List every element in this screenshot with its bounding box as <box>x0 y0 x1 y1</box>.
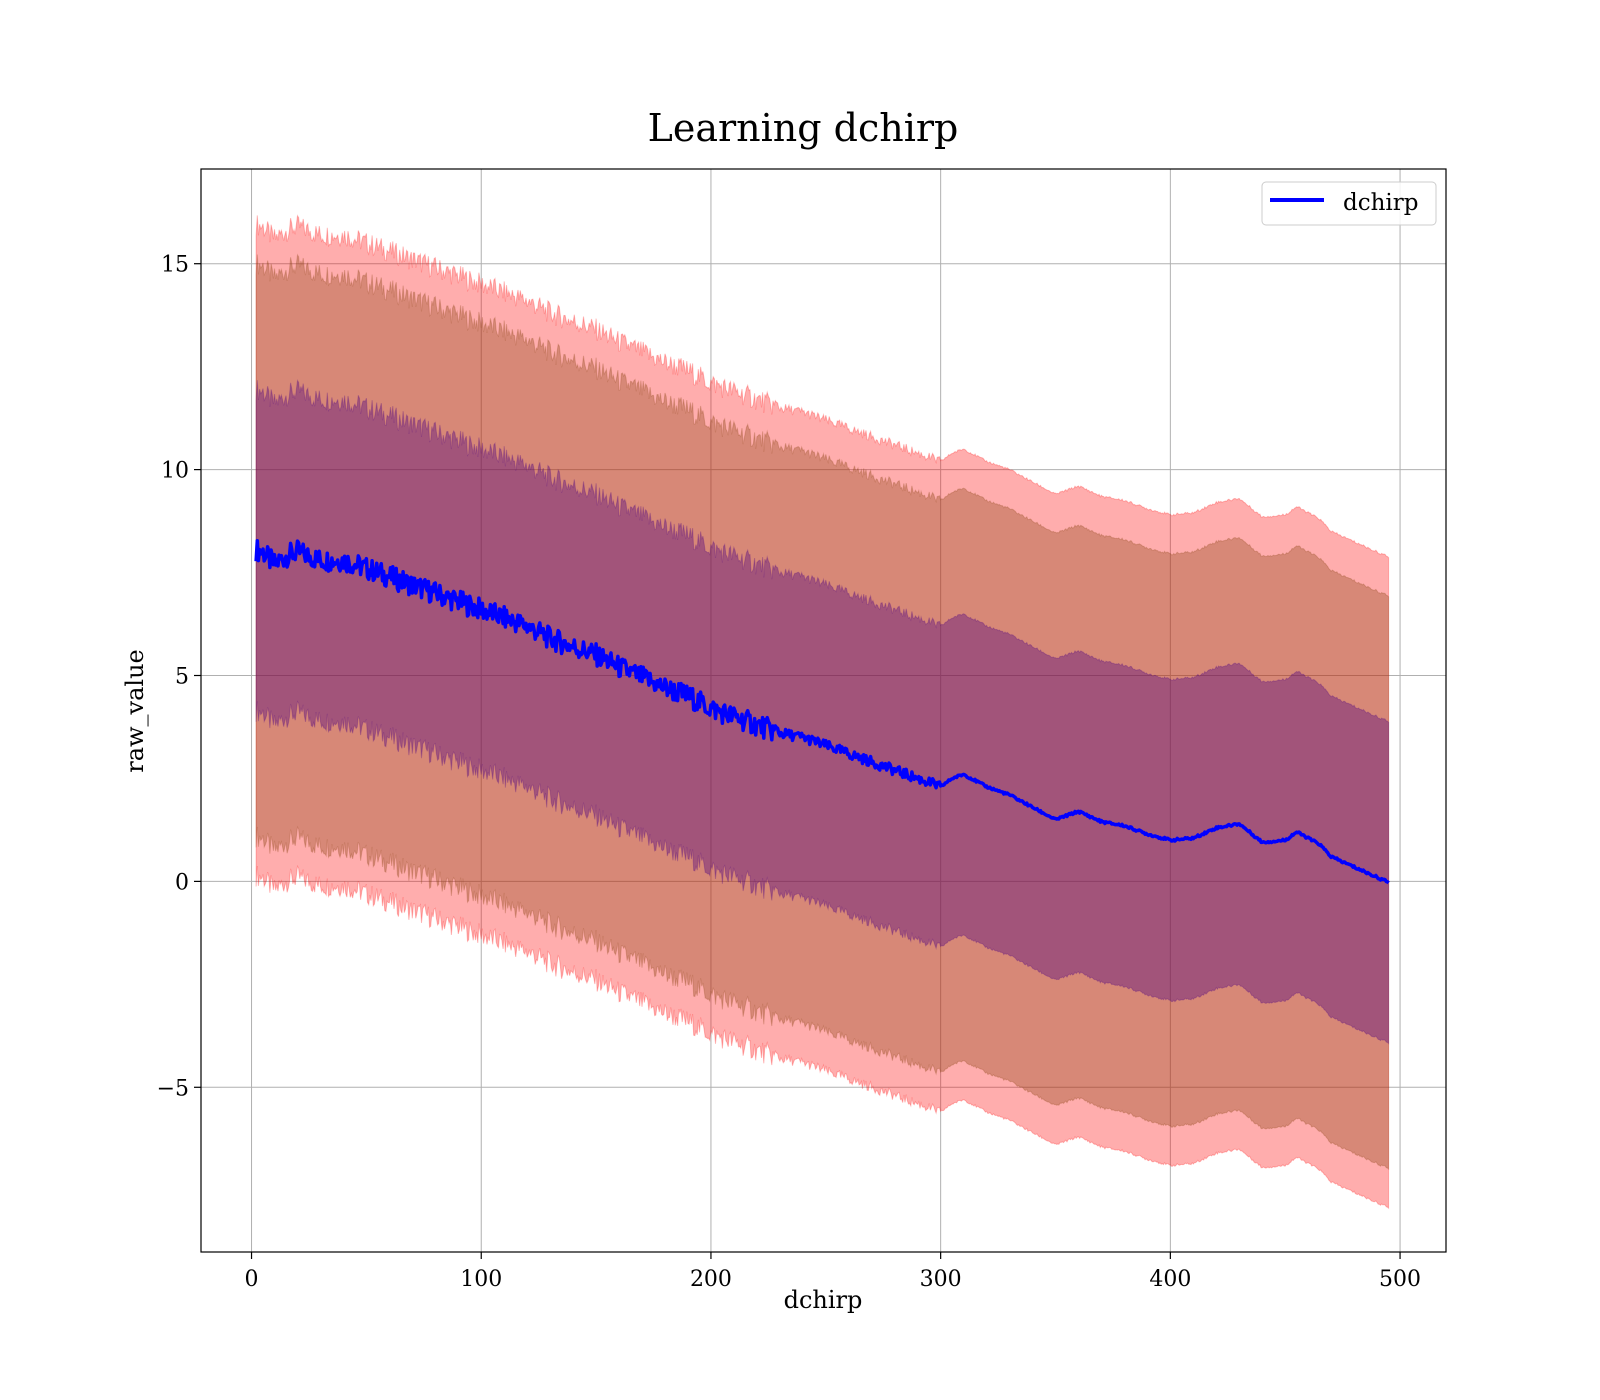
band-outer <box>255 214 1390 1210</box>
axis-ticks: 0 100 200 300 400 500 −5 0 5 10 15 <box>157 253 1421 1292</box>
legend-label-dchirp: dchirp <box>1343 190 1419 216</box>
x-tick-label: 500 <box>1379 1267 1421 1292</box>
y-axis-label: raw_value <box>121 649 149 773</box>
x-tick-label: 400 <box>1149 1267 1191 1292</box>
x-axis-label: dchirp <box>784 1286 863 1314</box>
y-tick-label: −5 <box>157 1076 189 1101</box>
grid-lines <box>201 169 1446 1252</box>
chart-title: Learning dchirp <box>648 106 959 150</box>
y-tick-label: 10 <box>161 459 189 484</box>
x-tick-label: 200 <box>690 1267 732 1292</box>
x-tick-label: 100 <box>460 1267 502 1292</box>
plot-frame <box>200 168 1447 1253</box>
legend: dchirp <box>1261 181 1437 226</box>
y-tick-label: 15 <box>161 253 189 278</box>
series-line-dchirp <box>254 538 1390 885</box>
legend-box <box>1261 181 1437 226</box>
y-tick-label: 5 <box>175 664 189 689</box>
y-tick-label: 0 <box>175 870 189 895</box>
x-tick-label: 300 <box>920 1267 962 1292</box>
band-middle <box>255 253 1390 1171</box>
confidence-bands <box>255 214 1390 1210</box>
x-tick-label: 0 <box>245 1267 259 1292</box>
band-inner <box>255 379 1390 1045</box>
mean-line-layer <box>254 538 1390 885</box>
